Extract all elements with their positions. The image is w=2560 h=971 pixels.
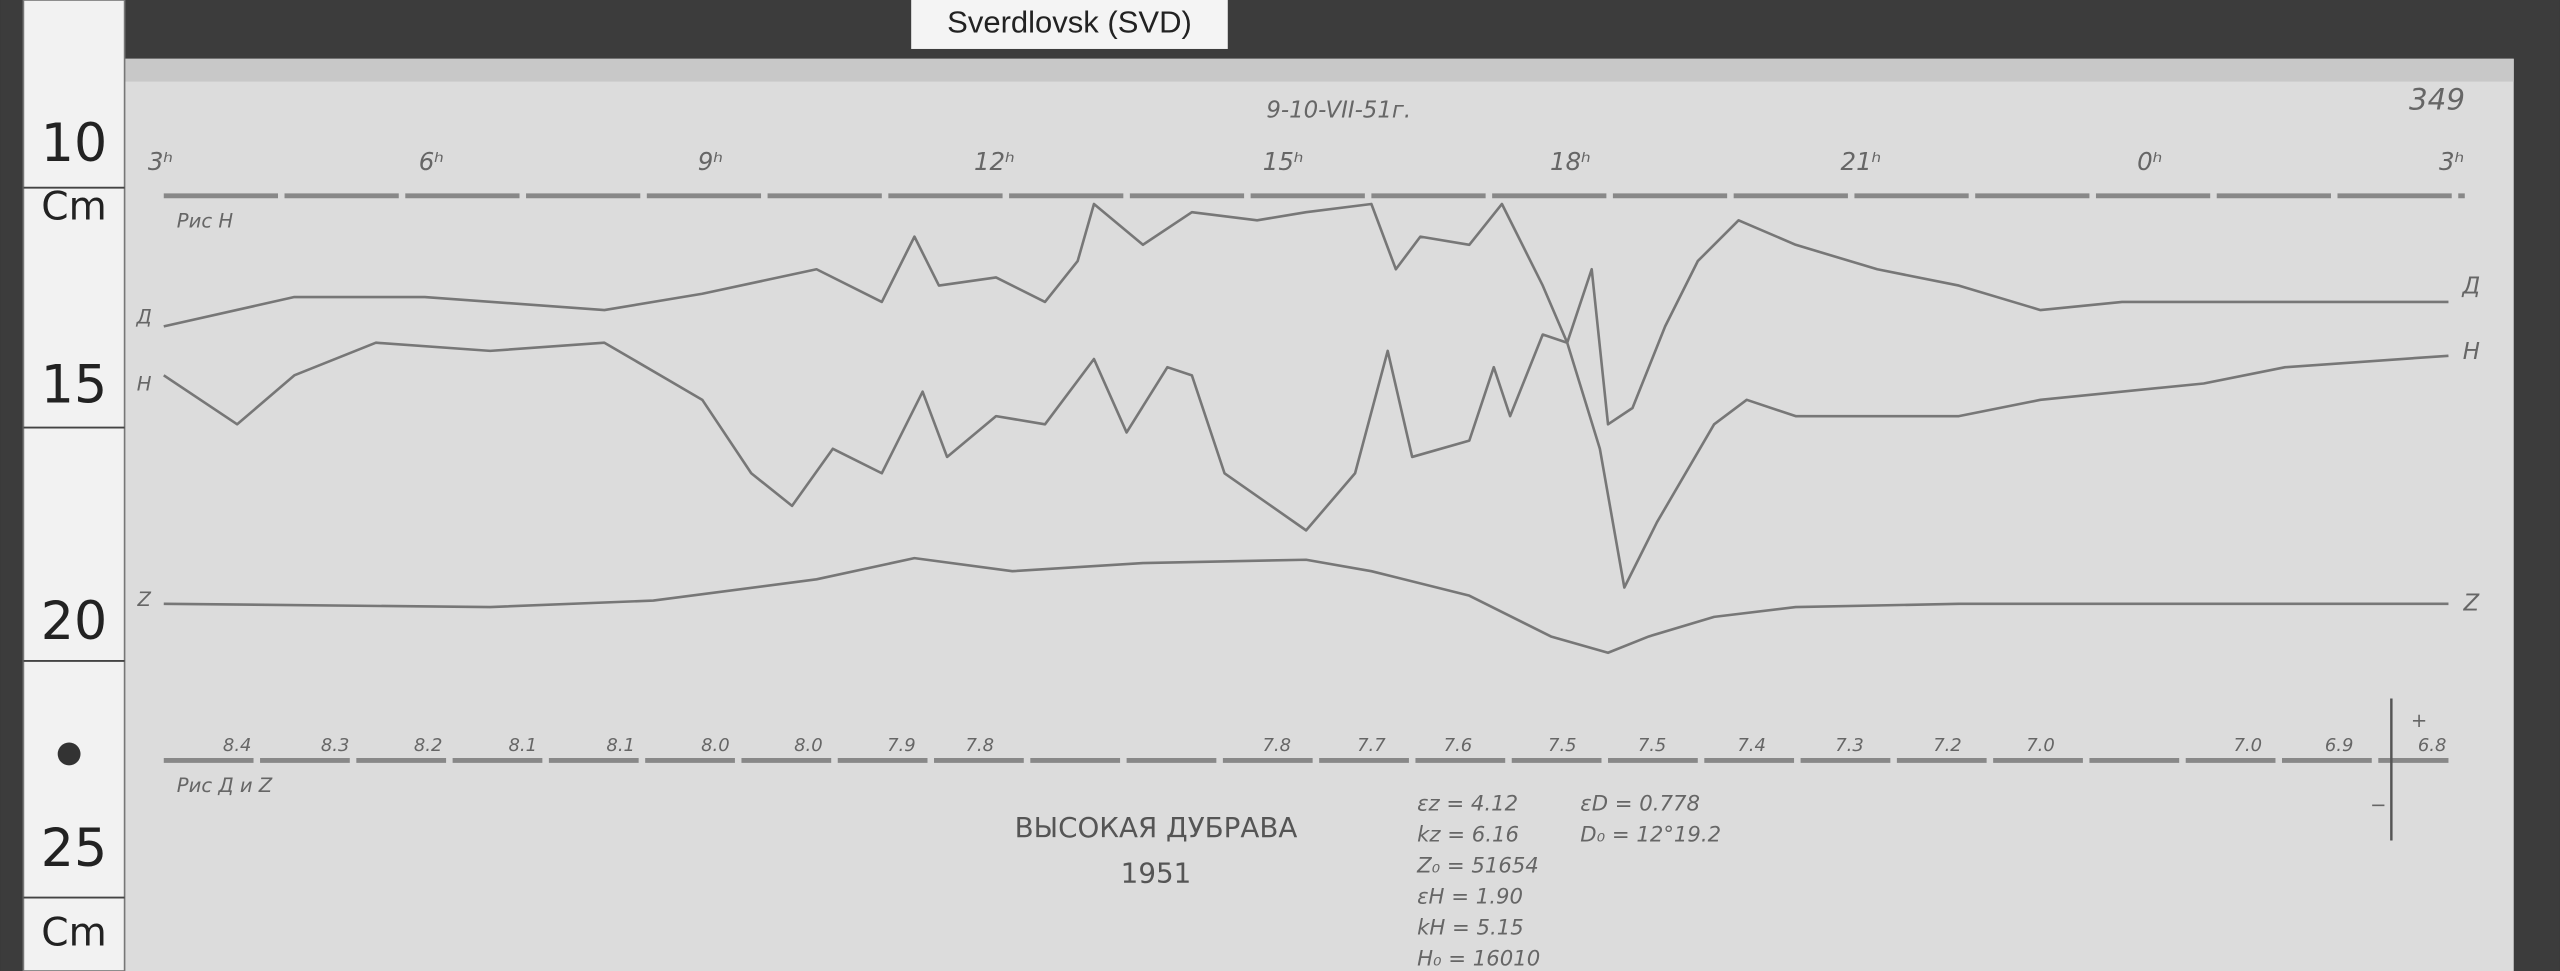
top-baseline-label: Рис H	[177, 209, 234, 232]
ruler-label: 15	[41, 355, 107, 415]
date-note: 9-10-VII-51г.	[1266, 97, 1411, 123]
hour-mark: 6ʰ	[419, 147, 444, 176]
polarity-plus: +	[2411, 709, 2427, 732]
ruler-lines	[23, 186, 125, 899]
constant: kH = 5.15	[1417, 916, 1524, 941]
scale-mark: 6.9	[2325, 735, 2354, 756]
constant: kz = 6.16	[1417, 823, 1519, 848]
year: 1951	[1121, 857, 1192, 890]
paper-edge	[122, 58, 2514, 82]
ruler-label: 20	[41, 592, 107, 652]
scale-mark: 8.0	[794, 735, 823, 756]
constant: H₀ = 16010	[1417, 947, 1540, 971]
hour-mark: 15ʰ	[1263, 147, 1304, 176]
sheet-number: 349	[2409, 83, 2465, 117]
trace-label-left: Z	[136, 588, 151, 611]
ruler-label: Cm	[41, 911, 106, 956]
trace-h	[163, 333, 2449, 589]
bottom-baseline-label: Рис Д и Z	[177, 774, 273, 797]
scale-mark: 6.8	[2418, 735, 2447, 756]
scale-mark: 8.0	[701, 735, 730, 756]
scale-mark: 7.4	[1737, 735, 1766, 756]
hour-mark: 21ʰ	[1841, 147, 1882, 176]
scale-mark: 7.7	[1357, 735, 1386, 756]
station-tag	[911, 0, 1228, 49]
scale-mark: 7.9	[887, 735, 916, 756]
hour-mark: 3ʰ	[148, 147, 173, 176]
scale-mark: 7.0	[2233, 735, 2262, 756]
scale-mark: 8.4	[223, 735, 252, 756]
polarity-minus: −	[2370, 794, 2386, 817]
station-tag-text: Sverdlovsk (SVD)	[947, 5, 1192, 40]
station-name: ВЫСОКАЯ ДУБРАВА	[1015, 811, 1298, 844]
trace-d	[163, 202, 2449, 426]
trace-label-right: Н	[2463, 339, 2480, 365]
trace-label-right: Z	[2462, 590, 2480, 616]
scale-mark: 7.5	[1548, 735, 1577, 756]
hour-mark: 9ʰ	[698, 147, 723, 176]
scale-mark: 8.1	[606, 735, 635, 756]
trace-label-right: Д	[2461, 274, 2480, 300]
scale-mark: 7.6	[1444, 735, 1473, 756]
ruler-label: 25	[41, 819, 107, 879]
hour-mark: 0ʰ	[2137, 147, 2162, 176]
hour-mark: 3ʰ	[2439, 147, 2464, 176]
scale-mark: 7.8	[965, 735, 994, 756]
scale-mark: 8.3	[321, 735, 350, 756]
scale-mark: 7.2	[1933, 735, 1962, 756]
scale-mark: 7.0	[2026, 735, 2055, 756]
ruler-hole	[57, 742, 81, 766]
ruler	[22, 0, 126, 971]
constant: Z₀ = 51654	[1416, 854, 1539, 879]
constant: εH = 1.90	[1417, 885, 1523, 910]
scale-mark: 8.2	[414, 735, 443, 756]
trace-label-left: Д	[136, 306, 152, 329]
constant: D₀ = 12°19.2	[1580, 823, 1721, 848]
trace-label-left: Н	[137, 373, 152, 396]
scale-mark: 7.5	[1638, 735, 1667, 756]
trace-z	[163, 556, 2449, 655]
scale-mark: 8.1	[509, 735, 538, 756]
ruler-label: Cm	[41, 184, 106, 229]
hour-mark: 18ʰ	[1550, 147, 1591, 176]
hour-mark: 12ʰ	[974, 147, 1015, 176]
scale-mark: 7.3	[1835, 735, 1864, 756]
scale-mark: 7.8	[1262, 735, 1291, 756]
constant: εz = 4.12	[1417, 792, 1518, 817]
ruler-label: 10	[41, 114, 107, 174]
constant: εD = 0.778	[1580, 792, 1700, 817]
